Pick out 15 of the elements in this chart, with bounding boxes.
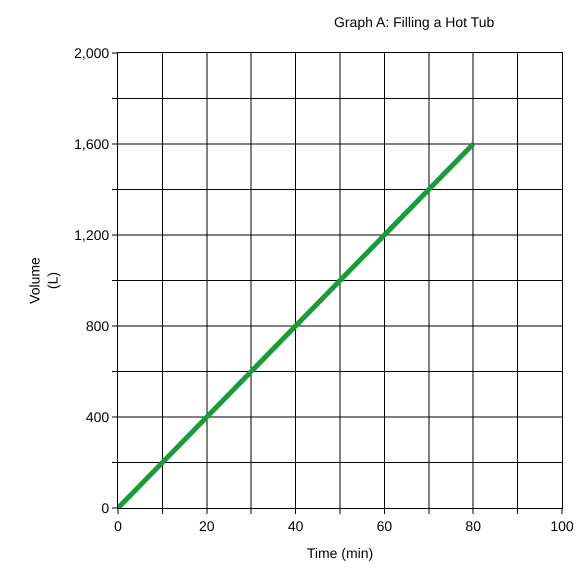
x-tick-label: 60 [376, 518, 392, 534]
y-tick-label: 1,200 [74, 226, 110, 243]
y-tick-label: 2,000 [74, 44, 110, 61]
y-axis-title: Volume (L) [26, 256, 61, 304]
x-tick-label: 0 [114, 518, 122, 534]
x-axis-title: Time (min) [306, 545, 374, 562]
y-tick-label: 400 [86, 408, 110, 425]
x-tick-label: 80 [465, 518, 482, 534]
y-tick-label: 1,600 [74, 136, 110, 152]
x-tick-label: 40 [288, 518, 304, 534]
x-tick-label: 100 [550, 518, 574, 534]
y-tick-label: 800 [86, 318, 110, 334]
chart-title: Graph A: Filling a Hot Tub [334, 14, 495, 30]
x-tick-label: 20 [199, 518, 215, 534]
text: 0 [101, 500, 110, 516]
